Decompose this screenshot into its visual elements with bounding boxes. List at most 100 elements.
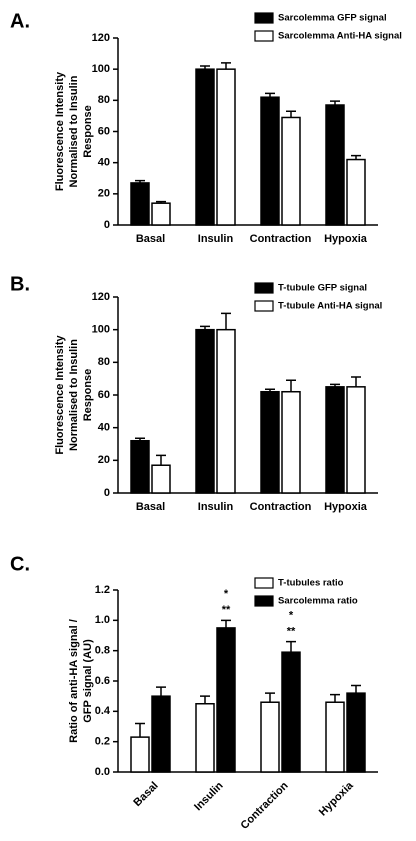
error-bar: [156, 200, 166, 204]
panel-label: B.: [10, 273, 30, 295]
y-tick-label: 0.2: [95, 736, 110, 748]
bar: [216, 328, 236, 494]
error-bar: [135, 179, 145, 183]
bar: [281, 390, 301, 494]
x-tick-label: Insulin: [198, 501, 234, 513]
error-bar: [330, 693, 340, 703]
y-axis-title: Response: [82, 105, 94, 158]
error-bar: [265, 92, 275, 98]
error-bar: [135, 722, 145, 738]
error-bar: [200, 65, 210, 70]
y-tick-label: 40: [98, 157, 110, 169]
y-tick-label: 0.8: [95, 645, 110, 657]
x-tick-label: Hypoxia: [317, 779, 356, 818]
bar: [216, 68, 236, 226]
error-bar: [330, 100, 340, 106]
x-tick-label: Contraction: [250, 233, 312, 245]
bar: [260, 390, 280, 494]
y-tick-label: 20: [98, 454, 110, 466]
y-axis-title: Normalised to Insulin: [68, 75, 80, 187]
error-bar: [351, 684, 361, 694]
x-tick-label: Contraction: [239, 780, 291, 832]
y-tick-label: 60: [98, 125, 110, 137]
significance-mark: **: [287, 625, 296, 637]
y-axis-title: Fluorescence Intensity: [54, 335, 66, 455]
bar: [130, 439, 150, 494]
bar: [260, 96, 280, 226]
y-tick-label: 80: [98, 94, 110, 106]
x-tick-label: Insulin: [192, 779, 226, 813]
x-tick-label: Hypoxia: [324, 233, 368, 245]
panel-label: A.: [10, 10, 30, 32]
bar: [346, 692, 366, 773]
y-tick-label: 1.0: [95, 614, 110, 626]
bar: [130, 736, 150, 773]
bar: [325, 701, 345, 773]
y-tick-label: 0: [104, 487, 110, 499]
bar: [151, 202, 171, 226]
x-tick-label: Hypoxia: [324, 501, 368, 513]
error-bar: [265, 692, 275, 703]
y-axis-title: GFP signal (AU): [82, 639, 94, 723]
legend-label: Sarcolemma Anti-HA signal: [278, 31, 402, 42]
x-tick-label: Basal: [131, 780, 160, 809]
error-bar: [156, 454, 166, 466]
y-axis-title: Response: [82, 369, 94, 422]
y-tick-label: 1.2: [95, 584, 110, 596]
error-bar: [221, 312, 231, 330]
error-bar: [221, 619, 231, 628]
legend-label: T-tubule Anti-HA signal: [278, 301, 382, 312]
legend-swatch: [254, 577, 274, 589]
error-bar: [330, 383, 340, 387]
y-tick-label: 100: [92, 63, 110, 75]
significance-mark: *: [289, 609, 294, 621]
significance-mark: *: [224, 588, 229, 600]
bar: [130, 182, 150, 226]
y-axis-title: Ratio of anti-HA signal /: [68, 619, 80, 743]
error-bar: [265, 388, 275, 392]
legend-swatch: [254, 30, 274, 42]
y-axis-title: Fluorescence Intensity: [54, 71, 66, 191]
legend-label: Sarcolemma GFP signal: [278, 13, 387, 24]
error-bar: [286, 110, 296, 118]
panel-label: C.: [10, 553, 30, 575]
bar: [281, 116, 301, 226]
y-axis-title: Normalised to Insulin: [68, 339, 80, 451]
bar: [281, 651, 301, 773]
error-bar: [200, 695, 210, 704]
bar: [195, 68, 215, 226]
error-bar: [221, 62, 231, 70]
x-tick-label: Basal: [136, 233, 165, 245]
y-tick-label: 20: [98, 188, 110, 200]
y-tick-label: 60: [98, 389, 110, 401]
y-tick-label: 0.4: [95, 705, 111, 717]
x-tick-label: Contraction: [250, 501, 312, 513]
bar: [195, 703, 215, 773]
bar: [346, 158, 366, 226]
error-bar: [286, 379, 296, 392]
y-tick-label: 0: [104, 219, 110, 231]
y-tick-label: 80: [98, 356, 110, 368]
error-bar: [200, 325, 210, 330]
y-tick-label: 120: [92, 32, 110, 44]
significance-mark: **: [222, 604, 231, 616]
legend-swatch: [254, 12, 274, 24]
y-tick-label: 100: [92, 324, 110, 336]
legend-label: Sarcolemma ratio: [278, 596, 358, 607]
y-tick-label: 40: [98, 422, 110, 434]
legend-label: T-tubules ratio: [278, 578, 344, 589]
legend-swatch: [254, 595, 274, 607]
error-bar: [156, 686, 166, 697]
bar: [216, 627, 236, 773]
y-tick-label: 120: [92, 291, 110, 303]
y-tick-label: 0.0: [95, 766, 110, 778]
x-tick-label: Insulin: [198, 233, 234, 245]
x-tick-label: Basal: [136, 501, 165, 513]
bar: [151, 464, 171, 494]
legend-swatch: [254, 300, 274, 312]
bar: [325, 104, 345, 226]
bar: [195, 328, 215, 494]
error-bar: [286, 640, 296, 653]
bar: [151, 695, 171, 773]
